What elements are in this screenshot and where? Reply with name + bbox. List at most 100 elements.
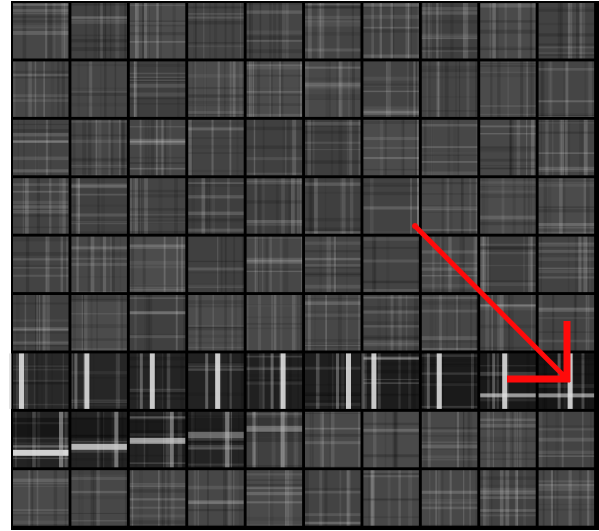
tile-stripe <box>247 127 303 130</box>
tile-stripe <box>539 132 595 134</box>
tile-stripe <box>422 427 478 430</box>
tile-stripe <box>13 183 69 186</box>
tile-stripe <box>363 455 419 459</box>
tile-stripe <box>13 9 69 12</box>
filter-tile <box>130 237 186 293</box>
tile-stripe <box>149 3 150 59</box>
tile-stripe <box>539 308 595 312</box>
tile-stripe <box>480 73 536 77</box>
tile-stripe <box>230 353 232 409</box>
tile-stripe <box>54 470 58 526</box>
tile-stripe <box>300 295 302 351</box>
tile-stripe <box>274 295 277 351</box>
tile-stripe <box>130 462 186 464</box>
tile-stripe <box>363 475 419 477</box>
tile-stripe <box>71 35 127 37</box>
tile-stripe <box>71 140 127 143</box>
tile-stripe <box>539 184 595 187</box>
tile-stripe <box>71 231 127 232</box>
filter-tile <box>422 295 478 351</box>
tile-stripe <box>539 496 595 499</box>
tile-stripe <box>71 295 127 298</box>
tile-stripe <box>247 323 303 325</box>
page: Filter grid {} html, body { margin: 0; p… <box>0 0 599 531</box>
tile-stripe <box>13 169 69 172</box>
filter-tile <box>305 237 361 293</box>
tile-stripe <box>247 487 303 490</box>
tile-stripe <box>305 491 361 493</box>
tile-stripe <box>71 220 127 224</box>
tile-stripe <box>188 347 244 348</box>
dark-band <box>71 418 127 438</box>
tile-stripe <box>539 480 595 482</box>
tile-stripe <box>480 72 536 73</box>
tile-stripe <box>480 476 536 479</box>
tile-stripe <box>132 178 134 234</box>
tile-stripe <box>423 412 427 468</box>
tile-stripe <box>188 525 244 526</box>
tile-stripe <box>130 489 186 492</box>
bright-bar <box>59 412 63 468</box>
filter-tile <box>247 61 303 117</box>
tile-stripe <box>422 383 478 386</box>
tile-stripe <box>539 68 595 71</box>
tile-stripe <box>242 237 244 293</box>
bright-bar <box>170 412 174 468</box>
tile-stripe <box>422 20 478 23</box>
filter-tile <box>422 120 478 176</box>
tile-stripe <box>347 120 349 176</box>
tile-fill <box>13 120 69 176</box>
tile-stripe <box>422 359 478 362</box>
tile-stripe <box>480 427 536 430</box>
tile-stripe <box>262 237 263 293</box>
tile-stripe <box>468 412 471 468</box>
filter-tile <box>13 120 69 176</box>
tile-stripe <box>422 442 478 443</box>
bright-bar <box>205 353 208 409</box>
dark-band <box>188 418 244 438</box>
tile-stripe <box>539 455 595 457</box>
tile-stripe <box>480 222 536 225</box>
tile-stripe <box>35 61 36 117</box>
tile-stripe <box>524 178 526 234</box>
tile-stripe <box>312 412 314 468</box>
tile-stripe <box>227 353 229 409</box>
tile-stripe <box>305 142 361 144</box>
tile-stripe <box>305 301 361 304</box>
tile-stripe <box>480 4 536 8</box>
tile-stripe <box>209 353 210 409</box>
bright-band <box>71 444 127 450</box>
tile-stripe <box>308 120 312 176</box>
tile-fill <box>363 412 419 468</box>
tile-stripe <box>363 54 419 57</box>
tile-stripe <box>156 3 158 59</box>
filter-tile <box>363 295 419 351</box>
tile-stripe <box>480 159 536 162</box>
tile-stripe <box>305 49 361 52</box>
tile-stripe <box>363 433 419 434</box>
tile-stripe <box>305 218 361 222</box>
tile-stripe <box>130 93 186 97</box>
tile-stripe <box>490 61 492 117</box>
filter-tile <box>247 237 303 293</box>
tile-stripe <box>164 120 166 176</box>
tile-stripe <box>61 237 64 293</box>
tile-fill <box>480 178 536 234</box>
tile-stripe <box>363 470 419 472</box>
tile-stripe <box>422 445 478 449</box>
tile-stripe <box>71 377 127 378</box>
filter-tile <box>13 178 69 234</box>
filter-tile <box>130 412 186 468</box>
filter-tile <box>130 61 186 117</box>
bright-bar <box>437 353 442 409</box>
bright-bar <box>225 412 229 468</box>
filter-tile <box>13 237 69 293</box>
tile-stripe <box>194 470 197 526</box>
bright-bar <box>9 353 12 409</box>
tile-stripe <box>137 353 139 409</box>
tile-stripe <box>224 61 226 117</box>
tile-stripe <box>480 452 536 454</box>
tile-stripe <box>161 120 163 176</box>
filter-tile <box>71 178 127 234</box>
tile-stripe <box>363 3 419 6</box>
